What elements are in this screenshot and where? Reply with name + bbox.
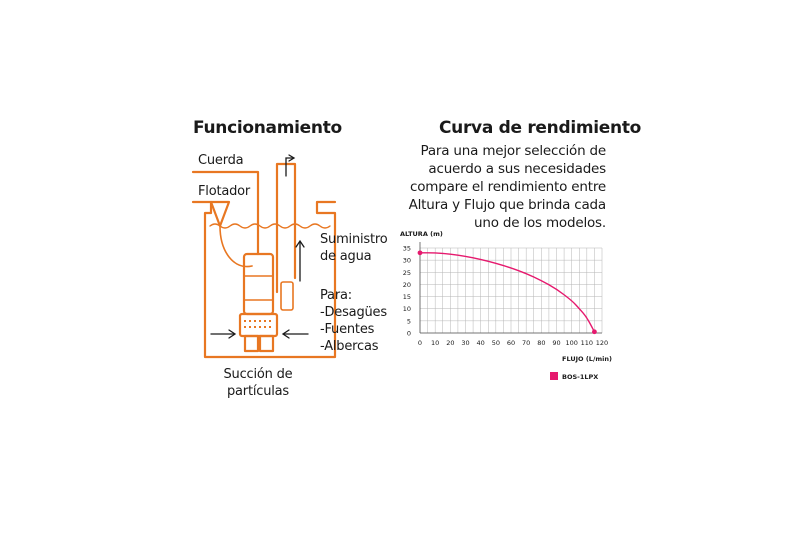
x-tick-label: 80 bbox=[537, 339, 545, 347]
x-tick-label: 90 bbox=[552, 339, 560, 347]
x-tick-label: 30 bbox=[461, 339, 469, 347]
data-point-start bbox=[417, 250, 423, 256]
series-line-bos-1lpx bbox=[420, 252, 596, 333]
x-axis-label: FLUJO (L/min) bbox=[562, 355, 612, 363]
y-tick-label: 0 bbox=[407, 330, 411, 338]
x-tick-label: 40 bbox=[477, 339, 485, 347]
outflow-arrow-icon bbox=[285, 157, 294, 177]
y-tick-label: 20 bbox=[403, 281, 411, 289]
water-surface bbox=[209, 223, 331, 229]
x-tick-label: 0 bbox=[418, 339, 422, 347]
x-tick-label: 60 bbox=[507, 339, 515, 347]
x-tick-label: 120 bbox=[596, 339, 608, 347]
label-cuerda: Cuerda bbox=[198, 153, 244, 168]
float-wire bbox=[219, 225, 253, 268]
x-tick-label: 70 bbox=[522, 339, 530, 347]
intake-grille bbox=[244, 320, 271, 328]
y-axis-label: ALTURA (m) bbox=[400, 230, 443, 238]
x-tick-label: 100 bbox=[565, 339, 577, 347]
y-tick-label: 35 bbox=[403, 245, 411, 253]
x-tick-label: 10 bbox=[431, 339, 439, 347]
cord bbox=[191, 170, 260, 256]
x-tick-label: 110 bbox=[581, 339, 593, 347]
y-tick-label: 30 bbox=[403, 257, 411, 265]
y-tick-label: 10 bbox=[403, 305, 411, 313]
funcionamiento-title: Funcionamiento bbox=[193, 118, 342, 138]
description: Para una mejor selección de acuerdo a su… bbox=[408, 143, 607, 231]
legend-label: BOS-1LPX bbox=[562, 373, 598, 381]
y-tick-label: 25 bbox=[403, 269, 411, 277]
y-tick-label: 15 bbox=[403, 293, 411, 301]
y-tick-label: 5 bbox=[407, 317, 411, 325]
label-para: Para: -Desagües -Fuentes -Albercas bbox=[320, 288, 387, 354]
legend-swatch bbox=[550, 372, 558, 380]
float-body bbox=[209, 200, 231, 228]
tank-outline bbox=[191, 200, 337, 359]
curva-title: Curva de rendimiento bbox=[439, 118, 642, 138]
label-flotador: Flotador bbox=[198, 184, 251, 199]
label-succion: Succión de partículas bbox=[223, 367, 293, 399]
data-point-end bbox=[592, 329, 597, 335]
label-suministro: Suministro de agua bbox=[320, 232, 388, 264]
x-tick-label: 20 bbox=[446, 339, 454, 347]
x-tick-label: 50 bbox=[492, 339, 500, 347]
